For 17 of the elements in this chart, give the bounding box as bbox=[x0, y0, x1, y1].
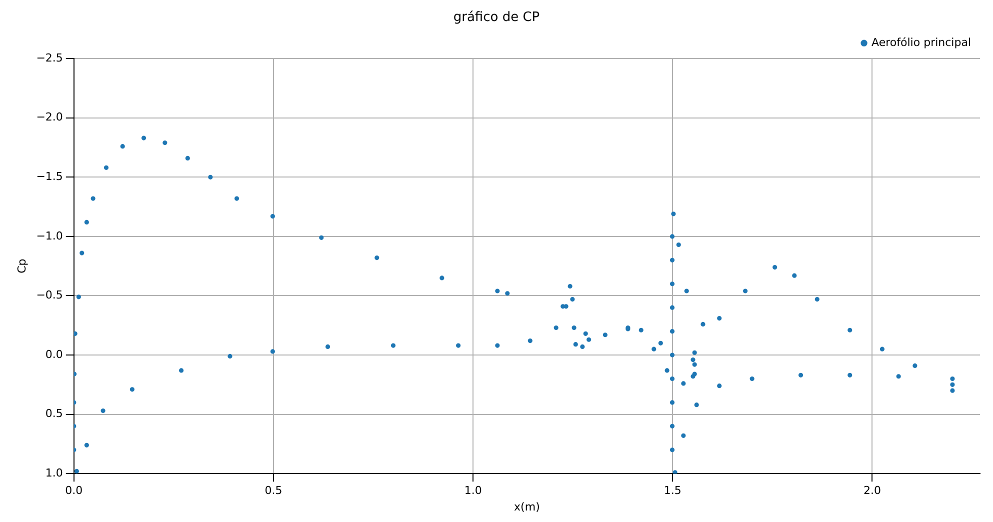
y-tick-label: −1.5 bbox=[36, 170, 63, 184]
x-axis-title: x(m) bbox=[514, 500, 540, 514]
legend-label: Aerofólio principal bbox=[872, 36, 971, 49]
x-tick-label: 2.0 bbox=[863, 484, 881, 498]
y-tick-label: −2.5 bbox=[36, 51, 63, 64]
chart-title: gráfico de CP bbox=[453, 10, 540, 26]
y-axis-title: Cp bbox=[15, 258, 28, 274]
y-tick-label: −1.0 bbox=[36, 229, 63, 242]
y-tick-label: 0.5 bbox=[45, 407, 63, 420]
y-tick-label: −2.0 bbox=[36, 110, 63, 124]
y-tick-label: −0.5 bbox=[36, 288, 63, 302]
y-tick-label: 1.0 bbox=[45, 466, 63, 480]
x-tick-label: 0.5 bbox=[264, 484, 282, 498]
y-tick-label: 0.0 bbox=[45, 348, 63, 361]
x-tick-label: 0.0 bbox=[65, 484, 83, 498]
x-tick-label: 1.0 bbox=[464, 484, 482, 498]
x-tick-label: 1.5 bbox=[664, 484, 682, 498]
